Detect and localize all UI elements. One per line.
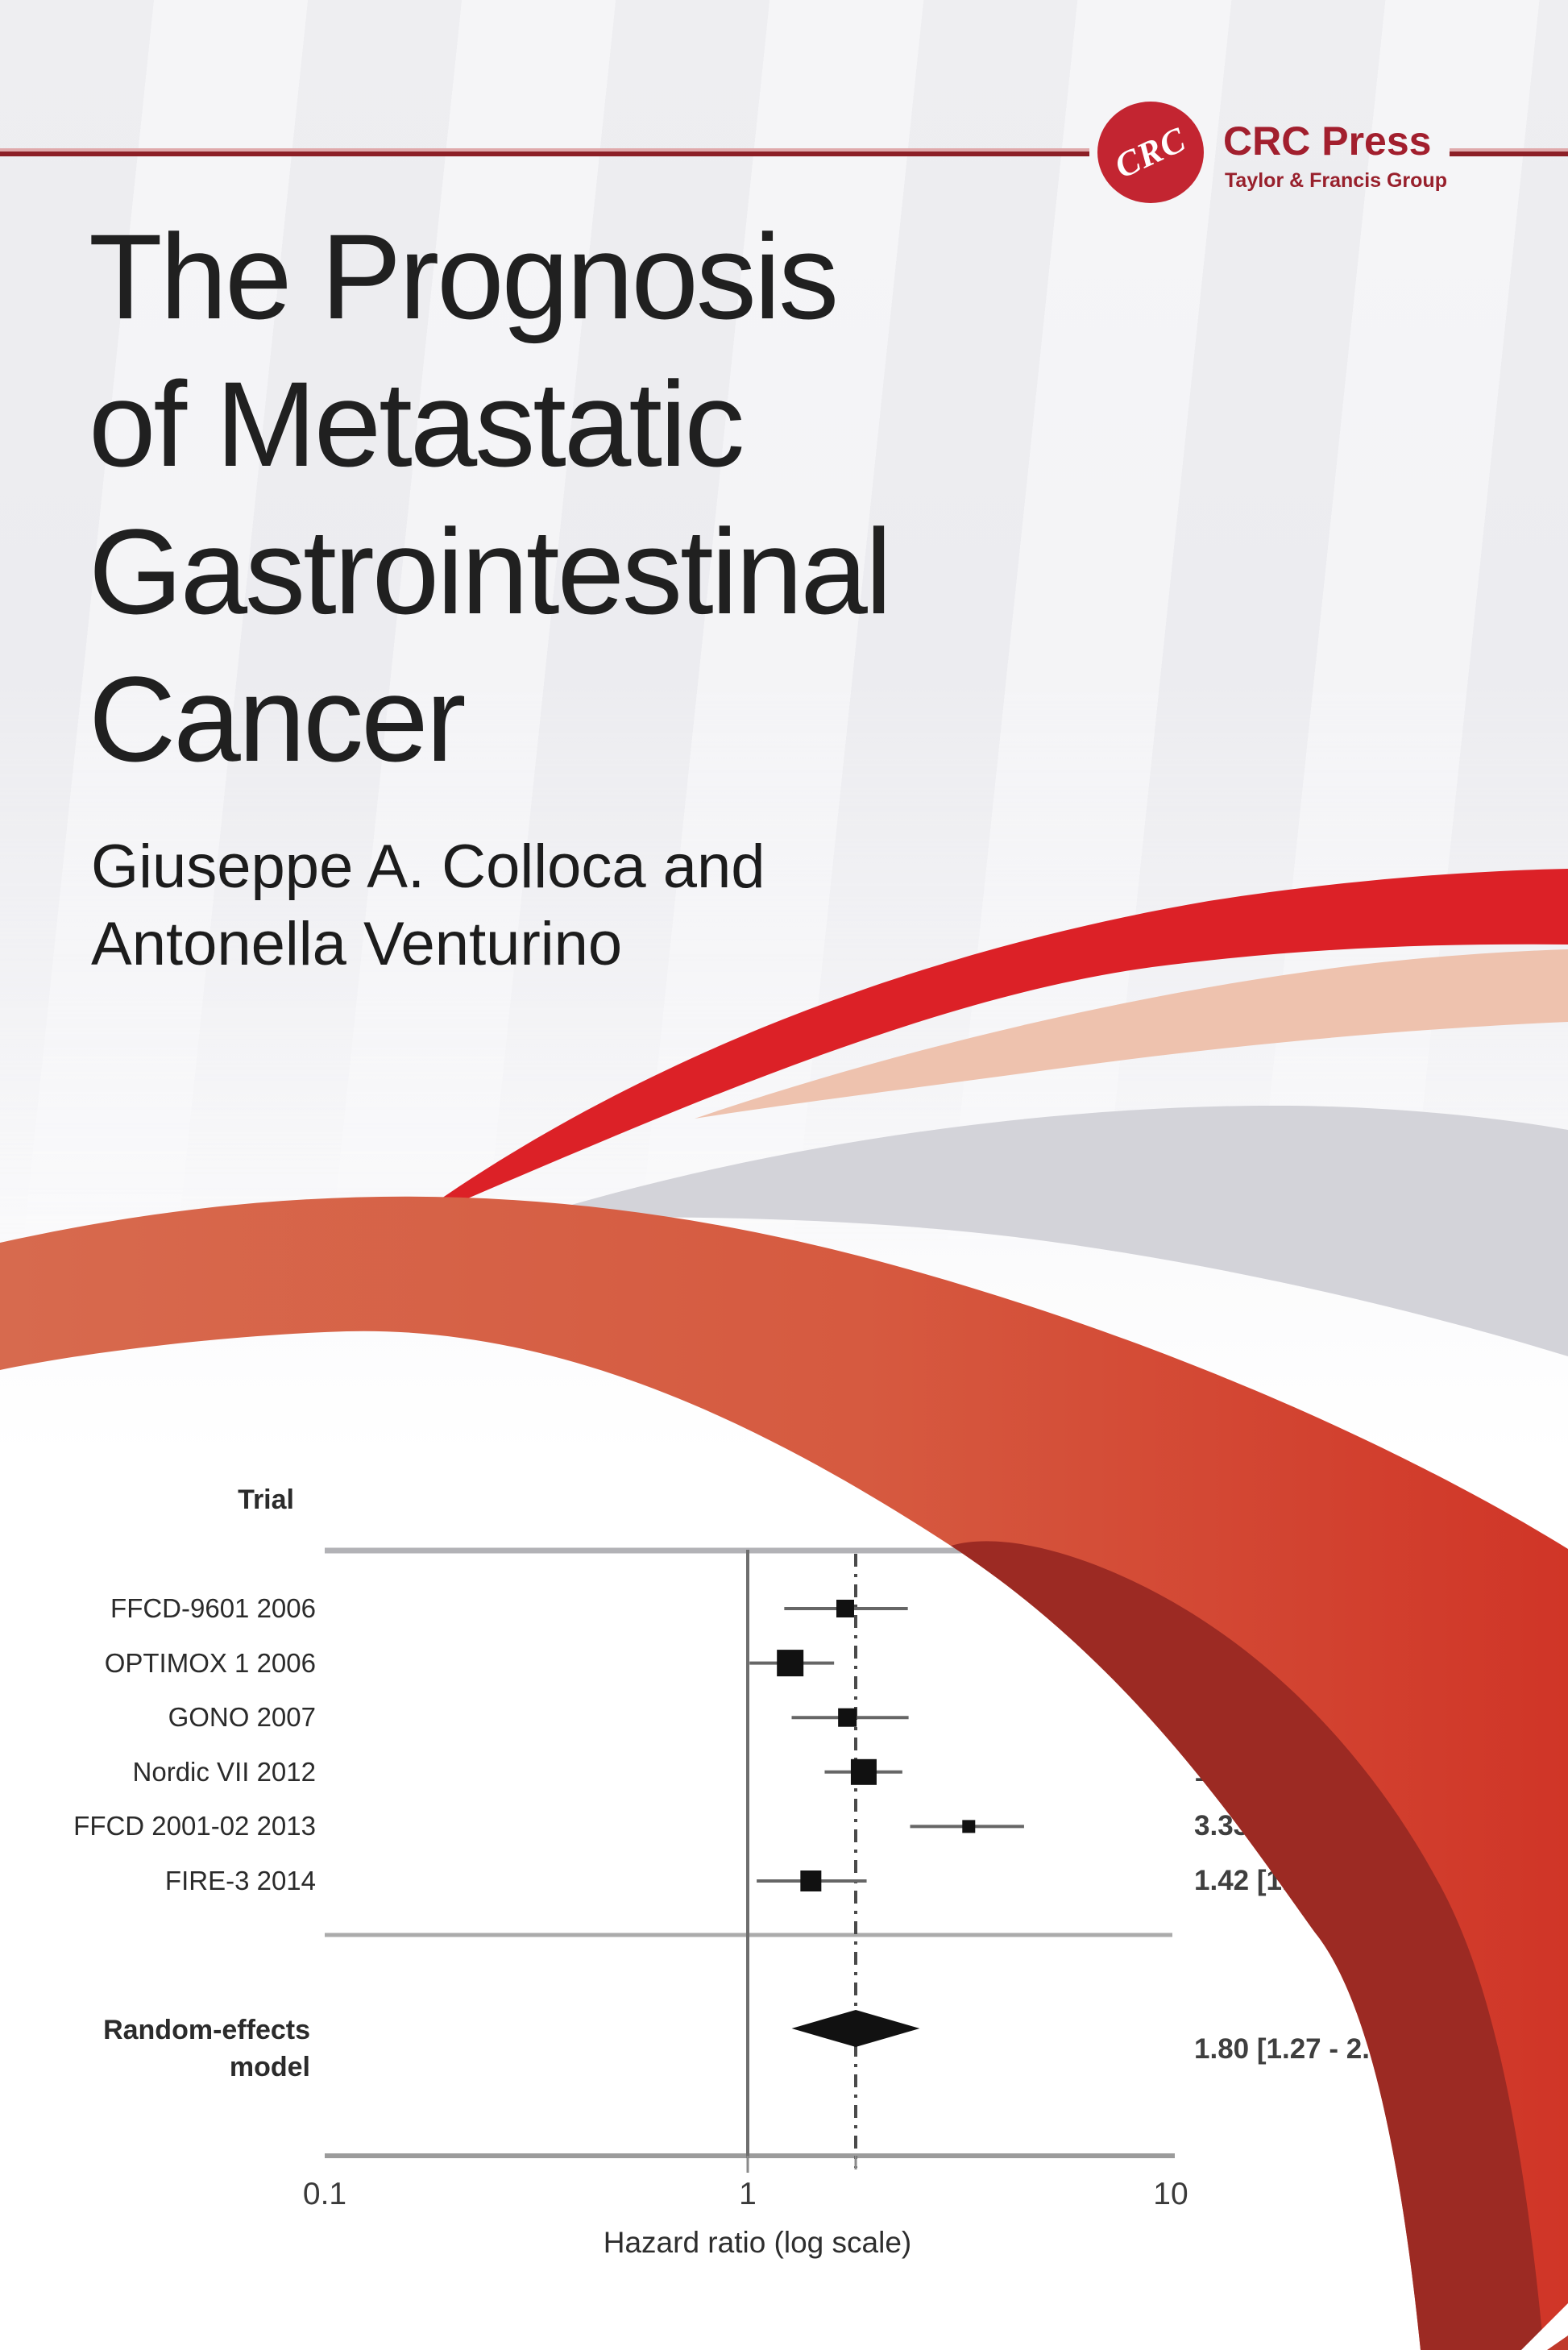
trial-label: GONO 2007 — [168, 1702, 316, 1733]
forest-marker — [777, 1650, 804, 1677]
book-title: The Prognosis of Metastatic Gastrointest… — [89, 203, 892, 793]
trial-label: FFCD-9601 2006 — [110, 1593, 316, 1623]
publisher-rule-left — [0, 148, 1089, 156]
ring-body — [0, 1196, 1568, 2350]
x-axis-title: Hazard ratio (log scale) — [603, 2226, 912, 2259]
pooled-label-line: Random-effects — [103, 2015, 310, 2045]
book-authors: Giuseppe A. Colloca and Antonella Ventur… — [91, 828, 765, 983]
crc-logo-disc-icon: CRC — [1097, 102, 1204, 203]
ring-inner-maroon-band — [951, 1541, 1544, 2350]
title-line: of Metastatic — [89, 356, 745, 492]
trial-column-header: Trial — [238, 1484, 294, 1515]
title-line: Gastrointestinal — [89, 504, 892, 639]
swoosh-gray — [525, 1105, 1568, 1356]
page-curl-fold — [1547, 2335, 1568, 2350]
trial-label: OPTIMOX 1 2006 — [104, 1647, 316, 1678]
crc-logo-monogram: CRC — [1109, 118, 1193, 186]
trial-label: FFCD 2001-02 2013 — [73, 1811, 316, 1841]
trial-label: FIRE-3 2014 — [164, 1866, 316, 1895]
title-line: The Prognosis — [89, 209, 839, 344]
forest-marker — [800, 1870, 822, 1891]
pooled-label: Random-effects model — [20, 2012, 310, 2086]
trial-label: Nordic VII 2012 — [132, 1756, 316, 1787]
x-tick-label: 1 — [739, 2177, 757, 2211]
forest-marker — [962, 1820, 976, 1833]
swoosh-red-needle — [400, 869, 1568, 1227]
pooled-label-line: model — [229, 2052, 310, 2082]
ci-text: 1.80 [1.27 - 2. — [1194, 2033, 1370, 2065]
forest-marker — [836, 1600, 854, 1617]
pooled-diamond — [791, 2010, 920, 2047]
publisher-tagline: Taylor & Francis Group — [1225, 169, 1447, 192]
forest-marker — [838, 1708, 857, 1727]
author-line: Giuseppe A. Colloca and — [91, 832, 765, 901]
publisher-name: CRC Press — [1223, 118, 1432, 164]
x-tick-label: 0.1 — [302, 2177, 347, 2211]
swoosh-pink — [695, 949, 1568, 1119]
author-line: Antonella Venturino — [91, 910, 623, 978]
title-line: Cancer — [89, 651, 467, 787]
x-tick-label: 10 — [1153, 2177, 1188, 2211]
page-curl — [1521, 2303, 1568, 2350]
publisher-rule-right — [1450, 148, 1568, 156]
forest-marker — [850, 1758, 877, 1785]
